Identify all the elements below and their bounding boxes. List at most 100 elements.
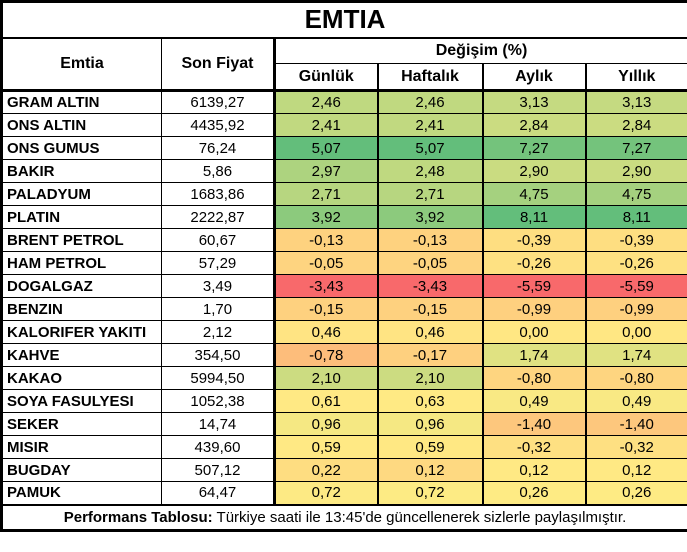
commodity-name-cell: KAKAO [1, 366, 162, 390]
table-row: DOGALGAZ 3,49 -3,43 -3,43 -5,59 -5,59 [1, 274, 687, 298]
table-row: KAHVE 354,50 -0,78 -0,17 1,74 1,74 [1, 343, 687, 367]
commodity-name-cell: SEKER [1, 412, 162, 436]
last-price-cell: 1683,86 [161, 182, 275, 206]
change-cell-haftalik: 2,48 [376, 159, 483, 183]
col-header-gunluk: Günlük [273, 63, 378, 92]
change-cell-haftalik: -0,13 [376, 228, 483, 252]
table-row: HAM PETROL 57,29 -0,05 -0,05 -0,26 -0,26 [1, 251, 687, 275]
change-cell-haftalik: 5,07 [376, 136, 483, 160]
change-cell-haftalik: 0,59 [376, 435, 483, 459]
commodity-name-cell: KAHVE [1, 343, 162, 367]
change-cell-gunluk: 2,46 [273, 90, 378, 114]
change-cell-gunluk: -0,13 [273, 228, 378, 252]
header-row-group: Emtia Son Fiyat Değişim (%) [1, 37, 687, 92]
table-row: PLATIN 2222,87 3,92 3,92 8,11 8,11 [1, 205, 687, 229]
change-cell-aylik: 1,74 [481, 343, 586, 367]
change-cell-haftalik: -0,05 [376, 251, 483, 275]
change-cell-gunluk: 0,46 [273, 320, 378, 344]
change-cell-yillik: 0,49 [584, 389, 687, 413]
change-cell-haftalik: 2,10 [376, 366, 483, 390]
col-header-haftalik: Haftalık [376, 63, 483, 92]
change-cell-haftalik: 2,46 [376, 90, 483, 114]
change-cell-yillik: 0,26 [584, 481, 687, 505]
change-cell-haftalik: -3,43 [376, 274, 483, 298]
table-row: PAMUK 64,47 0,72 0,72 0,26 0,26 [1, 481, 687, 505]
last-price-cell: 2,12 [161, 320, 275, 344]
change-cell-yillik: 7,27 [584, 136, 687, 160]
change-cell-aylik: 2,90 [481, 159, 586, 183]
commodity-name-cell: SOYA FASULYESI [1, 389, 162, 413]
change-cell-yillik: -0,32 [584, 435, 687, 459]
commodity-name-cell: GRAM ALTIN [1, 90, 162, 114]
change-cell-yillik: -1,40 [584, 412, 687, 436]
header-row-periods: Günlük Haftalık Aylık Yıllık [2, 63, 687, 92]
last-price-cell: 60,67 [161, 228, 275, 252]
table-row: PALADYUM 1683,86 2,71 2,71 4,75 4,75 [1, 182, 687, 206]
change-cell-gunluk: 0,61 [273, 389, 378, 413]
commodity-name-cell: ONS ALTIN [1, 113, 162, 137]
last-price-cell: 57,29 [161, 251, 275, 275]
last-price-cell: 439,60 [161, 435, 275, 459]
change-cell-gunluk: 0,96 [273, 412, 378, 436]
change-cell-aylik: 0,26 [481, 481, 586, 505]
last-price-cell: 507,12 [161, 458, 275, 482]
change-cell-aylik: 4,75 [481, 182, 586, 206]
table-row: ONS ALTIN 4435,92 2,41 2,41 2,84 2,84 [1, 113, 687, 137]
change-cell-yillik: 4,75 [584, 182, 687, 206]
title-row: EMTIA [0, 1, 687, 39]
commodity-name-cell: DOGALGAZ [1, 274, 162, 298]
change-cell-aylik: 3,13 [481, 90, 586, 114]
table-row: BENZIN 1,70 -0,15 -0,15 -0,99 -0,99 [1, 297, 687, 321]
commodity-table: EMTIA Emtia Son Fiyat Değişim (%) Günlük… [0, 0, 687, 532]
change-cell-gunluk: 0,72 [273, 481, 378, 505]
change-cell-yillik: 3,13 [584, 90, 687, 114]
table-body: GRAM ALTIN 6139,27 2,46 2,46 3,13 3,13 ONS ALT… [1, 90, 687, 505]
table-row: BRENT PETROL 60,67 -0,13 -0,13 -0,39 -0,39 [1, 228, 687, 252]
col-header-emtia: Emtia [1, 37, 162, 92]
commodity-name-cell: PALADYUM [1, 182, 162, 206]
change-cell-yillik: 8,11 [584, 205, 687, 229]
change-cell-yillik: -0,80 [584, 366, 687, 390]
change-cell-aylik: 2,84 [481, 113, 586, 137]
table-row: GRAM ALTIN 6139,27 2,46 2,46 3,13 3,13 [1, 90, 687, 114]
change-cell-gunluk: 2,97 [273, 159, 378, 183]
change-cell-aylik: -5,59 [481, 274, 586, 298]
table-row: KAKAO 5994,50 2,10 2,10 -0,80 -0,80 [1, 366, 687, 390]
change-cell-yillik: 2,90 [584, 159, 687, 183]
table-row: SEKER 14,74 0,96 0,96 -1,40 -1,40 [1, 412, 687, 436]
change-cell-haftalik: 0,96 [376, 412, 483, 436]
footer-note-text: Türkiye saati ile 13:45'de güncellenerek… [216, 508, 627, 526]
col-header-aylik: Aylık [481, 63, 586, 92]
col-header-son-fiyat: Son Fiyat [161, 37, 275, 92]
change-cell-haftalik: -0,15 [376, 297, 483, 321]
last-price-cell: 1052,38 [161, 389, 275, 413]
footer-note: Performans Tablosu: Türkiye saati ile 13… [0, 503, 687, 531]
change-cell-aylik: 8,11 [481, 205, 586, 229]
change-cell-yillik: 2,84 [584, 113, 687, 137]
change-cell-aylik: -1,40 [481, 412, 586, 436]
table-row: KALORIFER YAKITI 2,12 0,46 0,46 0,00 0,00 [1, 320, 687, 344]
change-cell-gunluk: 2,41 [273, 113, 378, 137]
commodity-name-cell: PLATIN [1, 205, 162, 229]
change-cell-haftalik: 0,12 [376, 458, 483, 482]
commodity-name-cell: PAMUK [1, 481, 162, 505]
last-price-cell: 64,47 [161, 481, 275, 505]
change-cell-aylik: 0,00 [481, 320, 586, 344]
change-cell-haftalik: 0,63 [376, 389, 483, 413]
change-cell-aylik: -0,32 [481, 435, 586, 459]
table-row: MISIR 439,60 0,59 0,59 -0,32 -0,32 [1, 435, 687, 459]
commodity-name-cell: BUGDAY [1, 458, 162, 482]
change-cell-haftalik: 0,46 [376, 320, 483, 344]
commodity-name-cell: BRENT PETROL [1, 228, 162, 252]
last-price-cell: 4435,92 [161, 113, 275, 137]
last-price-cell: 5,86 [161, 159, 275, 183]
change-cell-gunluk: 2,71 [273, 182, 378, 206]
change-cell-gunluk: 0,59 [273, 435, 378, 459]
col-group-degisim: Değişim (%) [272, 37, 687, 64]
change-cell-aylik: -0,99 [481, 297, 586, 321]
change-cell-gunluk: -0,05 [273, 251, 378, 275]
last-price-cell: 3,49 [161, 274, 275, 298]
change-cell-aylik: -0,39 [481, 228, 586, 252]
change-cell-yillik: 1,74 [584, 343, 687, 367]
